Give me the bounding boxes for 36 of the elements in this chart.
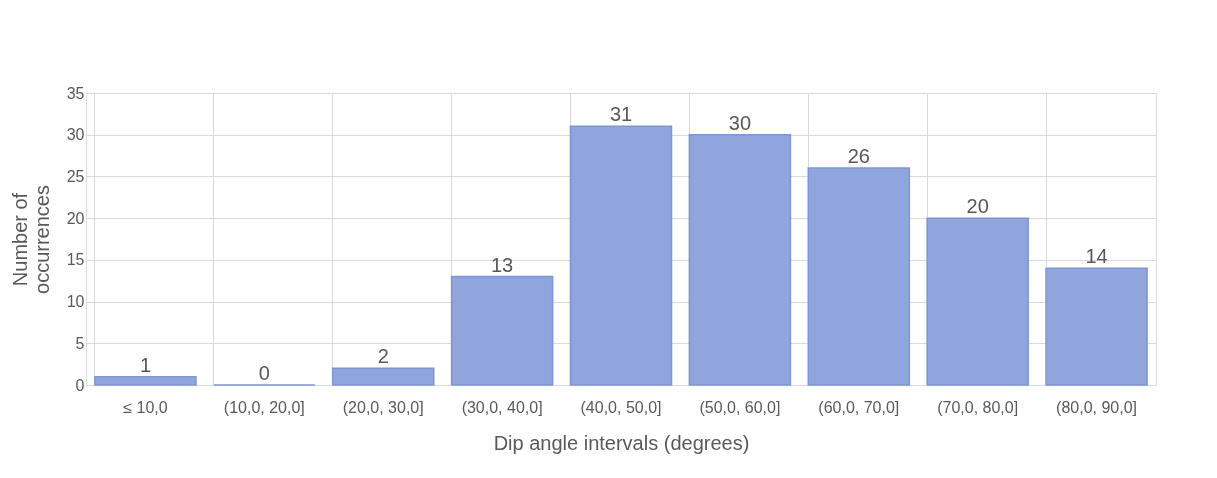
bar [94,375,197,386]
x-axis-title: Dip angle intervals (degrees) [493,431,750,454]
bar [450,275,554,386]
y-tick-label: 0 [75,376,85,394]
y-tick-label: 5 [75,334,85,352]
data-label: 30 [728,111,752,134]
y-tick-label: 20 [66,209,85,227]
bar [926,217,1029,386]
y-tick-label: 10 [66,293,85,311]
data-label: 20 [966,195,989,218]
data-label: 1 [139,353,152,376]
bar [688,133,792,386]
y-tick-label: 15 [66,251,85,269]
bar [1045,267,1148,386]
y-tick-label: 25 [66,167,85,185]
x-tick-label: ≤ 10,0 [123,398,168,416]
bar [807,167,911,386]
data-label: 13 [490,253,514,276]
bar [331,367,435,386]
y-axis-title: Number of occurrences [8,185,53,294]
x-tick-label: (10,0, 20,0] [223,398,305,416]
x-tick-label: (60,0, 70,0] [818,398,900,416]
y-tick-label: 30 [66,126,85,144]
x-tick-label: (30,0, 40,0] [461,398,543,416]
data-label: 0 [258,362,270,384]
data-label: 2 [377,345,389,368]
x-tick-label: (80,0, 90,0] [1056,398,1138,416]
x-tick-label: (50,0, 60,0] [699,398,781,416]
data-label: 26 [847,145,870,168]
data-label: 14 [1085,245,1108,268]
data-label: 31 [609,103,633,126]
x-tick-label: (20,0, 30,0] [342,398,424,416]
x-tick-label: (40,0, 50,0] [580,398,662,416]
bar [569,125,673,386]
y-tick-label: 35 [66,84,85,102]
x-tick-label: (70,0, 80,0] [937,398,1019,416]
